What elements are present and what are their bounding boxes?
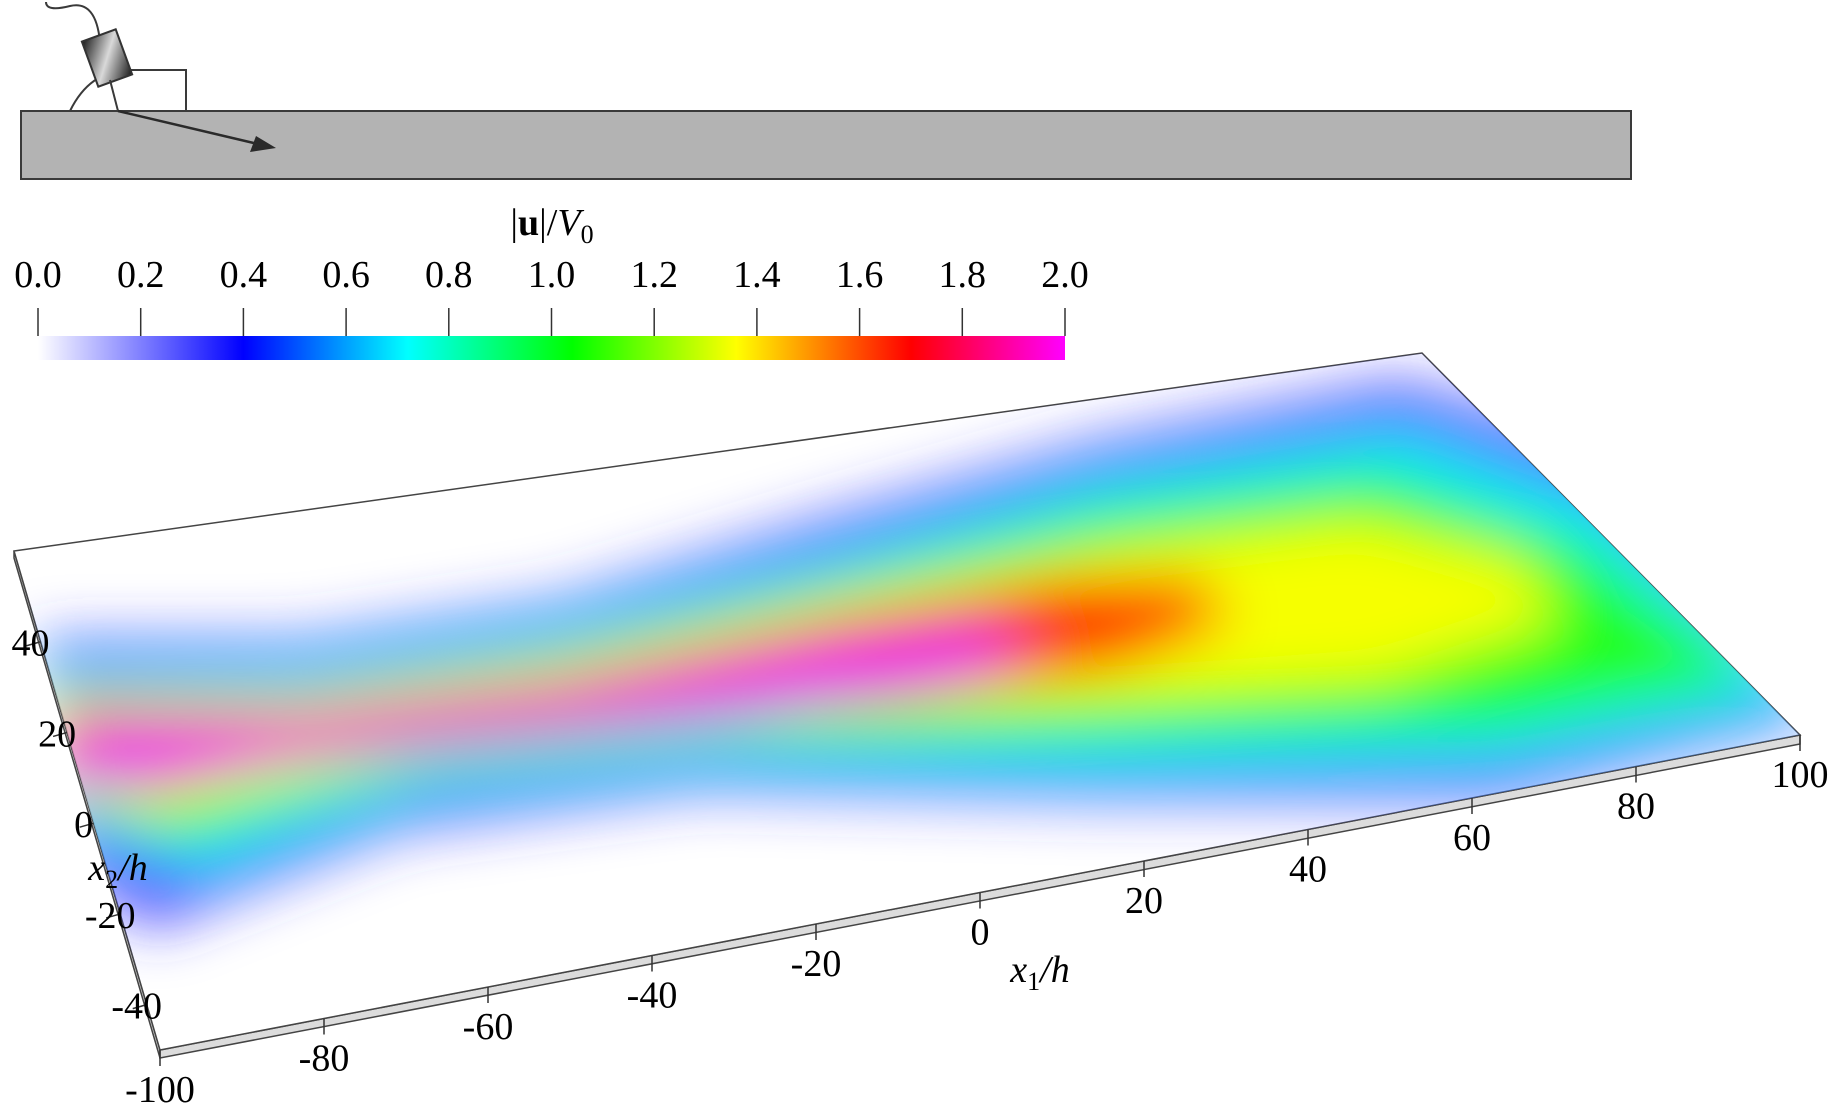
x1-tick-label: 0 (971, 912, 990, 954)
x1-tick-label: 40 (1289, 849, 1327, 891)
x2-tick-label: -20 (85, 895, 136, 937)
x1-tick-label: -20 (791, 943, 842, 985)
transducer-stem (109, 79, 119, 112)
colorbar-tick-label: 1.8 (939, 254, 987, 296)
field-heatmap (40, 380, 1800, 930)
x1-tick-label: 80 (1617, 786, 1655, 828)
colorbar-tick-labels: 0.0 0.2 0.4 0.6 0.8 1.0 1.2 1.4 1.6 1.8 2.0 (14, 254, 1089, 296)
x2-tick-label: 40 (12, 623, 50, 665)
x1-axis-label: x1/h (1009, 949, 1069, 996)
x2-axis-ticks (26, 641, 147, 1010)
plate (20, 110, 1632, 180)
x1-tick-label: -40 (627, 975, 678, 1017)
colorbar-tick-label: 1.4 (733, 254, 781, 296)
x2-tick (105, 913, 121, 919)
field-plot: -100 -80 -60 -40 -20 0 20 40 60 80 100 x1/h -40 -20… (12, 352, 1829, 1111)
beam-arrow-head (250, 136, 276, 152)
x2-tick-label: -40 (111, 986, 162, 1028)
colorbar-tick-label: 0.4 (220, 254, 268, 296)
schematic (20, 1, 1632, 180)
colorbar-tick-label: 1.2 (630, 254, 678, 296)
x2-tick (132, 1003, 147, 1010)
x1-tick-label: 20 (1125, 880, 1163, 922)
x2-tick-label: 0 (74, 804, 93, 846)
colorbar: |u|/V0 0.0 0.2 0.4 0.6 0.8 1.0 1.2 1.4 1.6 1.8 2.0 (14, 202, 1089, 360)
x1-tick-label: -80 (299, 1038, 350, 1080)
x1-tick-label: -100 (125, 1069, 195, 1111)
colorbar-tick-label: 0.0 (14, 254, 62, 296)
x2-tick (79, 822, 94, 828)
colorbar-tick-marks (37, 308, 1066, 336)
x1-tick-label: -60 (463, 1006, 514, 1048)
x1-axis-ticks (159, 735, 1801, 1066)
x1-tick-label: 100 (1772, 754, 1829, 796)
x2-axis-tick-labels: -40 -20 0 20 40 (12, 623, 163, 1028)
x2-tick (52, 731, 68, 738)
colorbar-title: |u|/V0 (510, 202, 593, 249)
colorbar-tick-label: 0.8 (425, 254, 473, 296)
x2-tick (26, 641, 41, 647)
field-core-magenta (70, 630, 1040, 785)
colorbar-tick-label: 0.2 (117, 254, 165, 296)
x2-tick-label: 20 (38, 713, 76, 755)
transducer-cable (45, 1, 101, 43)
colorbar-tick-label: 1.6 (836, 254, 884, 296)
beam-arrow-line (117, 109, 259, 146)
colorbar-gradient (38, 336, 1065, 360)
colorbar-tick-label: 2.0 (1041, 254, 1089, 296)
x1-tick-label: 60 (1453, 817, 1491, 859)
x2-axis-label: x2/h (87, 847, 147, 894)
transducer-icon (80, 28, 134, 88)
x1-axis-tick-labels: -100 -80 -60 -40 -20 0 20 40 60 80 100 (125, 754, 1828, 1111)
colorbar-tick-label: 0.6 (322, 254, 370, 296)
colorbar-tick-label: 1.0 (528, 254, 576, 296)
